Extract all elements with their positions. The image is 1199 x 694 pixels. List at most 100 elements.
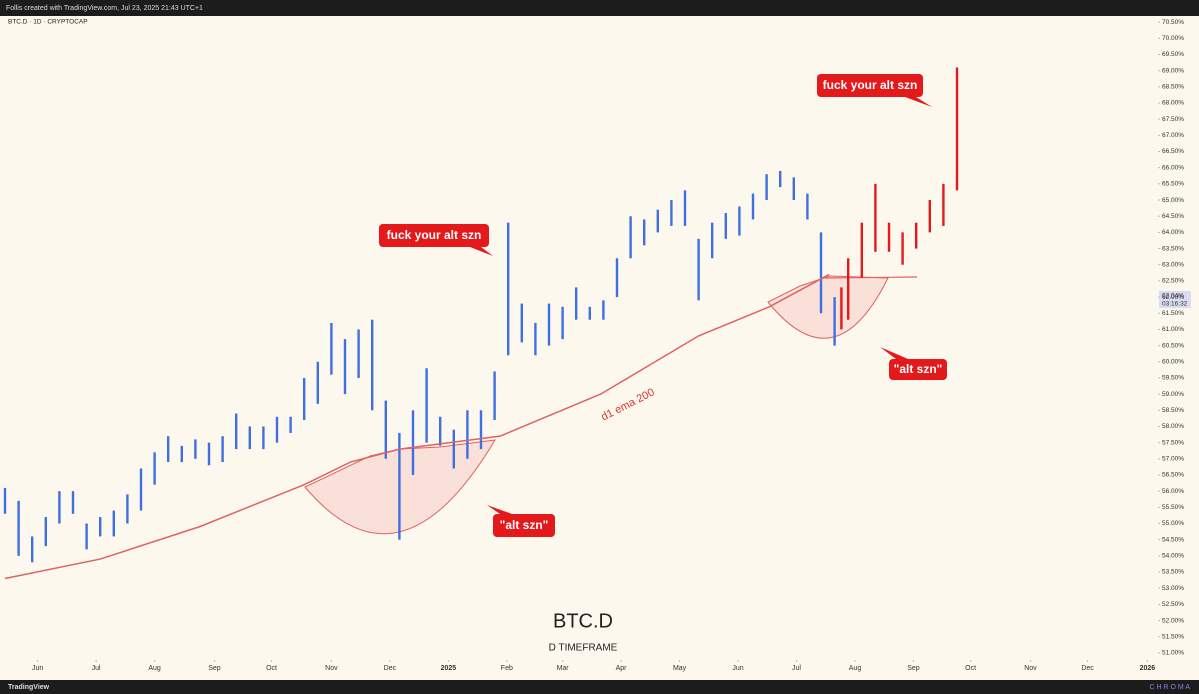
price-bar bbox=[765, 174, 768, 201]
y-tick-label: 64.50% bbox=[1162, 213, 1184, 220]
price-bar bbox=[180, 445, 183, 463]
y-tick-label: 69.50% bbox=[1162, 51, 1184, 58]
price-bar bbox=[303, 377, 306, 420]
y-tick-label: 53.50% bbox=[1162, 569, 1184, 576]
y-tick-label: 62.00% bbox=[1162, 294, 1184, 301]
price-bar bbox=[874, 183, 877, 252]
price-bar bbox=[561, 306, 564, 340]
y-tick-label: 63.00% bbox=[1162, 261, 1184, 268]
callout bbox=[379, 224, 489, 247]
y-tick-label: 56.50% bbox=[1162, 472, 1184, 479]
price-bar bbox=[697, 238, 700, 301]
y-tick-label: 54.00% bbox=[1162, 553, 1184, 560]
price-bar bbox=[384, 400, 387, 459]
y-tick-label: 64.00% bbox=[1162, 229, 1184, 236]
y-tick-label: 57.50% bbox=[1162, 439, 1184, 446]
price-bar bbox=[139, 468, 143, 511]
y-tick-label: 62.50% bbox=[1162, 278, 1184, 285]
x-tick-label: Aug bbox=[148, 665, 161, 672]
price-bar bbox=[439, 416, 442, 446]
price-bar bbox=[615, 258, 619, 298]
x-tick-label: Apr bbox=[616, 665, 628, 672]
price-bar bbox=[711, 222, 714, 259]
x-tick-label: Oct bbox=[965, 665, 976, 672]
price-bar bbox=[207, 442, 211, 466]
price-bar bbox=[588, 306, 591, 320]
x-tick-label: Jul bbox=[92, 665, 101, 672]
callout-pointer bbox=[470, 247, 493, 256]
rim-line bbox=[824, 276, 918, 279]
price-bar bbox=[547, 303, 551, 346]
price-bar bbox=[275, 416, 279, 443]
x-tick-label: May bbox=[673, 665, 687, 672]
price-bar bbox=[221, 436, 224, 463]
y-tick-label: 60.00% bbox=[1162, 358, 1184, 365]
price-bar bbox=[534, 322, 537, 356]
price-bar bbox=[194, 439, 197, 459]
price-bar bbox=[602, 300, 605, 320]
brand: TradingView bbox=[8, 684, 50, 691]
x-tick-label: Dec bbox=[1081, 665, 1094, 672]
x-tick-label: Jul bbox=[792, 665, 801, 672]
price-bar bbox=[71, 491, 75, 514]
callout-pointer bbox=[880, 347, 908, 359]
price-bar bbox=[806, 193, 809, 220]
price-bar bbox=[316, 361, 319, 404]
price-bar bbox=[901, 232, 904, 265]
price-bar bbox=[656, 209, 659, 233]
y-tick-label: 54.50% bbox=[1162, 536, 1184, 543]
price-bar bbox=[683, 190, 687, 226]
y-tick-label: 68.50% bbox=[1162, 84, 1184, 91]
price-bar bbox=[167, 436, 170, 463]
price-bar bbox=[792, 177, 795, 201]
y-tick-label: 52.50% bbox=[1162, 601, 1184, 608]
bottom-bar bbox=[0, 680, 1199, 694]
price-bar bbox=[840, 287, 843, 330]
y-tick-label: 69.00% bbox=[1162, 67, 1184, 74]
callout-text: fuck your alt szn bbox=[387, 228, 482, 242]
x-tick-label: 2025 bbox=[441, 665, 457, 672]
callout-text: fuck your alt szn bbox=[823, 78, 918, 92]
credit: Follis created with TradingView.com, Jul… bbox=[6, 5, 203, 12]
price-bar bbox=[779, 170, 782, 188]
price-bar bbox=[235, 413, 238, 450]
price-bar bbox=[371, 319, 374, 411]
callout-pointer bbox=[487, 505, 512, 514]
y-tick-label: 52.00% bbox=[1162, 617, 1184, 624]
price-bar bbox=[44, 517, 47, 547]
price-bar bbox=[629, 216, 632, 259]
y-tick-label: 58.50% bbox=[1162, 407, 1184, 414]
price-bar bbox=[955, 67, 959, 191]
y-tick-label: 63.50% bbox=[1162, 245, 1184, 252]
price-bar bbox=[833, 297, 836, 346]
price-bar bbox=[575, 287, 578, 320]
price-bar bbox=[847, 258, 850, 320]
countdown: 03:16:32 bbox=[1162, 301, 1188, 308]
price-bar bbox=[466, 410, 469, 459]
price-badge bbox=[1159, 291, 1191, 308]
callout-text: "alt szn" bbox=[500, 518, 549, 532]
y-tick-label: 55.00% bbox=[1162, 520, 1184, 527]
y-tick-label: 68.00% bbox=[1162, 100, 1184, 107]
x-tick-label: Feb bbox=[501, 665, 513, 672]
y-tick-label: 67.50% bbox=[1162, 116, 1184, 123]
price-bar bbox=[738, 206, 741, 236]
price-bar bbox=[289, 416, 292, 433]
y-tick-label: 51.00% bbox=[1162, 650, 1184, 657]
y-tick-label: 51.50% bbox=[1162, 633, 1184, 640]
price-bar bbox=[425, 368, 428, 443]
x-tick-label: Nov bbox=[1024, 665, 1037, 672]
y-tick-label: 61.50% bbox=[1162, 310, 1184, 317]
price-bar bbox=[751, 193, 755, 220]
price-bar bbox=[330, 322, 333, 375]
price-bar bbox=[112, 510, 115, 537]
y-tick-label: 59.00% bbox=[1162, 391, 1184, 398]
y-tick-label: 53.00% bbox=[1162, 585, 1184, 592]
price-bar bbox=[507, 222, 510, 356]
price-bar bbox=[520, 303, 523, 343]
price-bar bbox=[3, 487, 7, 514]
y-tick-label: 60.50% bbox=[1162, 342, 1184, 349]
price-bar bbox=[452, 429, 455, 469]
